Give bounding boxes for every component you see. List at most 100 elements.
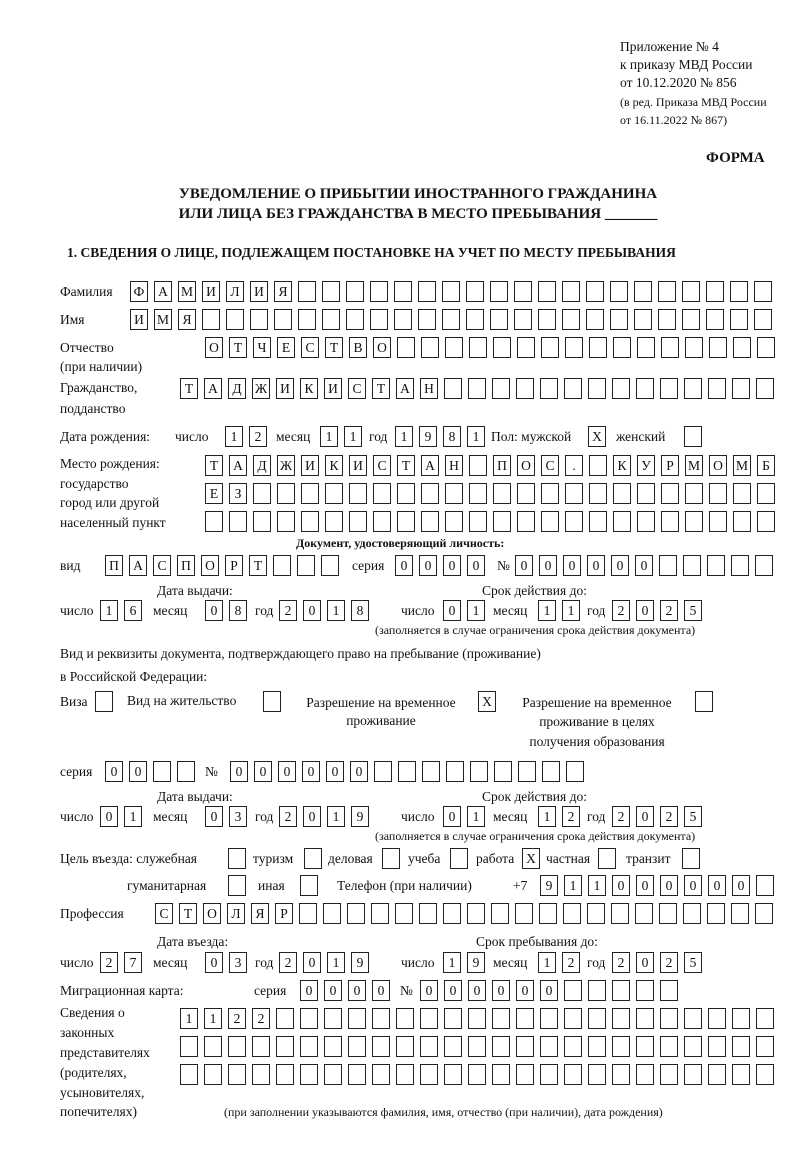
phone-cell[interactable]: 0 [708, 875, 726, 896]
birthplace2-cell[interactable] [613, 483, 631, 504]
birthplace3-cell[interactable] [445, 511, 463, 532]
reps1-cell[interactable] [612, 1008, 630, 1029]
patronymic-cell[interactable] [421, 337, 439, 358]
birthplace3-cell[interactable] [661, 511, 679, 532]
reps1-cell[interactable] [300, 1008, 318, 1029]
reps1-cell[interactable]: 1 [204, 1008, 222, 1029]
purpose-business-checkbox[interactable] [382, 848, 400, 869]
reps2-cell[interactable] [420, 1036, 438, 1057]
purpose-study-checkbox[interactable] [450, 848, 468, 869]
patronymic-cell[interactable] [661, 337, 679, 358]
birthplace2-cell[interactable] [493, 483, 511, 504]
stay-valid-year-cell[interactable]: 2 [660, 806, 678, 827]
purpose-humanitarian-checkbox[interactable] [228, 875, 246, 896]
birthplace1-cell[interactable]: Б [757, 455, 775, 476]
reps3-cell[interactable] [252, 1064, 270, 1085]
profession-cell[interactable] [707, 903, 725, 924]
birthplace1-cell[interactable]: Ж [277, 455, 295, 476]
citizenship-cell[interactable] [444, 378, 462, 399]
phone-cell[interactable]: 0 [636, 875, 654, 896]
surname-cell[interactable] [418, 281, 436, 302]
mig-number-cell[interactable]: 0 [516, 980, 534, 1001]
reps3-cell[interactable] [468, 1064, 486, 1085]
stay-issue-year-cell[interactable]: 2 [279, 806, 297, 827]
id-kind-cell[interactable]: Т [249, 555, 267, 576]
stay-until-day-cell[interactable]: 1 [443, 952, 461, 973]
patronymic-cell[interactable] [493, 337, 511, 358]
birthplace3-cell[interactable] [421, 511, 439, 532]
name-cell[interactable] [322, 309, 340, 330]
purpose-private-checkbox[interactable] [598, 848, 616, 869]
birthplace1-cell[interactable]: У [637, 455, 655, 476]
entry-day-cell[interactable]: 7 [124, 952, 142, 973]
birthplace1-cell[interactable]: К [325, 455, 343, 476]
citizenship-cell[interactable]: Д [228, 378, 246, 399]
birthplace3-cell[interactable] [253, 511, 271, 532]
phone-cell[interactable] [756, 875, 774, 896]
mig-number-cell[interactable] [564, 980, 582, 1001]
reps2-cell[interactable] [588, 1036, 606, 1057]
stay-series-cell[interactable]: 0 [105, 761, 123, 782]
birthplace2-cell[interactable] [757, 483, 775, 504]
stay-until-year-cell[interactable]: 0 [636, 952, 654, 973]
reps3-cell[interactable] [228, 1064, 246, 1085]
profession-cell[interactable] [683, 903, 701, 924]
birthplace2-cell[interactable] [517, 483, 535, 504]
birthplace1-cell[interactable]: Т [205, 455, 223, 476]
stay-series-cell[interactable]: 0 [129, 761, 147, 782]
reps2-cell[interactable] [564, 1036, 582, 1057]
name-cell[interactable]: И [130, 309, 148, 330]
surname-cell[interactable] [346, 281, 364, 302]
id-number-cell[interactable]: 0 [635, 555, 653, 576]
name-cell[interactable] [754, 309, 772, 330]
stay-valid-day-cell[interactable]: 1 [467, 806, 485, 827]
reps3-cell[interactable] [612, 1064, 630, 1085]
reps1-cell[interactable]: 2 [252, 1008, 270, 1029]
reps2-cell[interactable] [300, 1036, 318, 1057]
citizenship-cell[interactable] [516, 378, 534, 399]
mig-number-cell[interactable] [636, 980, 654, 1001]
reps2-cell[interactable] [180, 1036, 198, 1057]
stay-issue-month-cell[interactable]: 3 [229, 806, 247, 827]
reps1-cell[interactable] [492, 1008, 510, 1029]
name-cell[interactable] [562, 309, 580, 330]
birthplace2-cell[interactable] [277, 483, 295, 504]
reps2-cell[interactable] [540, 1036, 558, 1057]
stay-until-year-cell[interactable]: 2 [612, 952, 630, 973]
name-cell[interactable] [370, 309, 388, 330]
name-cell[interactable] [538, 309, 556, 330]
birthplace1-cell[interactable] [469, 455, 487, 476]
profession-cell[interactable]: С [155, 903, 173, 924]
purpose-transit-checkbox[interactable] [682, 848, 700, 869]
reps2-cell[interactable] [468, 1036, 486, 1057]
name-cell[interactable] [250, 309, 268, 330]
id-valid-day-cell[interactable]: 0 [443, 600, 461, 621]
profession-cell[interactable] [635, 903, 653, 924]
patronymic-cell[interactable]: В [349, 337, 367, 358]
id-valid-year-cell[interactable]: 5 [684, 600, 702, 621]
reps3-cell[interactable] [300, 1064, 318, 1085]
mig-number-cell[interactable]: 0 [468, 980, 486, 1001]
citizenship-cell[interactable] [756, 378, 774, 399]
stay-number-cell[interactable]: 0 [230, 761, 248, 782]
mig-number-cell[interactable] [660, 980, 678, 1001]
reps2-cell[interactable] [276, 1036, 294, 1057]
birthplace1-cell[interactable]: Д [253, 455, 271, 476]
entry-day-cell[interactable]: 2 [100, 952, 118, 973]
birthplace3-cell[interactable] [397, 511, 415, 532]
birthplace3-cell[interactable] [493, 511, 511, 532]
stay-valid-year-cell[interactable]: 5 [684, 806, 702, 827]
birth-day-cell[interactable]: 2 [249, 426, 267, 447]
birthplace3-cell[interactable] [325, 511, 343, 532]
patronymic-cell[interactable]: Т [229, 337, 247, 358]
stay-valid-year-cell[interactable]: 2 [612, 806, 630, 827]
surname-cell[interactable] [442, 281, 460, 302]
id-valid-day-cell[interactable]: 1 [467, 600, 485, 621]
mig-number-cell[interactable] [588, 980, 606, 1001]
birthplace3-cell[interactable] [229, 511, 247, 532]
id-series-cell[interactable]: 0 [419, 555, 437, 576]
birthplace2-cell[interactable] [445, 483, 463, 504]
reps2-cell[interactable] [372, 1036, 390, 1057]
citizenship-cell[interactable] [588, 378, 606, 399]
id-kind-cell[interactable]: Р [225, 555, 243, 576]
